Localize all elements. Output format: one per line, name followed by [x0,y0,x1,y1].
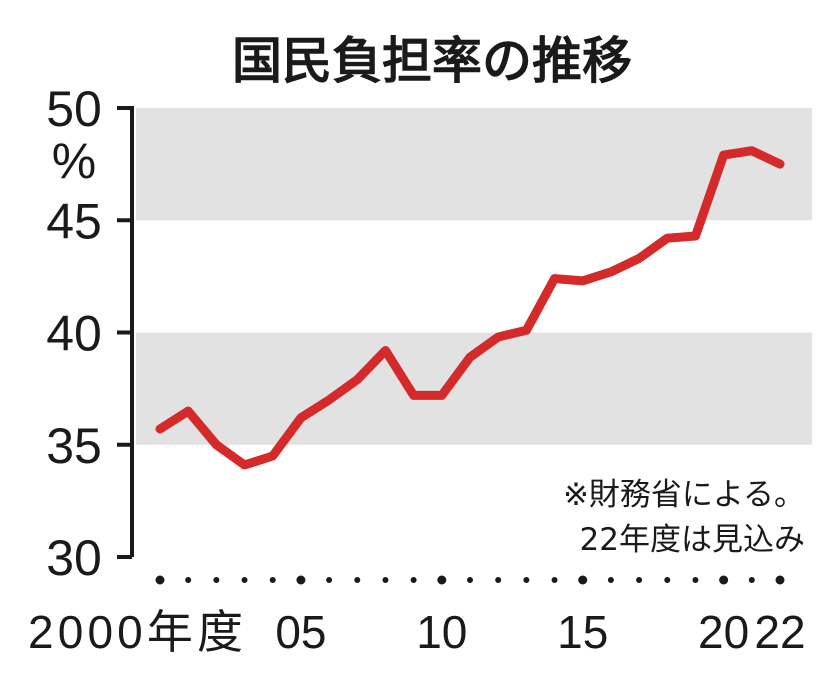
y-tick-label-45: 45 [46,193,102,249]
x-dot-2006 [326,577,333,583]
x-dot-2000 [155,575,165,585]
y-tick-label-50: 50 [46,81,102,137]
x-dot-2011 [467,577,473,583]
x-dot-2002 [213,577,220,583]
x-dot-2009 [410,577,417,583]
x-tick-label-2010: 10 [416,606,467,658]
x-tick-label-2022: 22 [754,606,805,658]
x-dot-2007 [354,577,361,583]
x-axis-dots [155,575,785,585]
x-dot-2021 [748,577,755,583]
x-dot-2015 [578,575,588,585]
x-dot-2018 [664,577,671,583]
y-tick-label-30: 30 [46,530,102,586]
x-dot-2008 [382,577,389,583]
x-tick-label-2005: 05 [275,606,326,658]
x-dot-2012 [495,577,502,583]
band-45-50 [136,108,812,221]
y-tick-label-40: 40 [46,306,102,362]
x-tick-label-2020: 20 [698,606,749,658]
x-dot-2020 [719,575,729,585]
estimate-note: 22年度は見込み [580,522,805,558]
y-tick-labels: 30 35 40 45 50 [46,81,102,586]
x-dot-2019 [692,577,699,583]
x-dot-2017 [636,577,643,583]
y-unit-label: % [52,133,96,189]
chart-title: 国民負担率の推移 [232,32,632,90]
y-tick-label-35: 35 [46,418,102,474]
x-dot-2014 [551,577,558,583]
x-dot-2013 [523,577,530,583]
series-lines [155,146,785,470]
series-line-0 [155,146,785,470]
x-dot-2003 [241,577,248,583]
x-tick-labels: 2000年度 05 10 15 20 22 [28,606,806,658]
x-dot-2010 [437,575,447,585]
x-tick-label-2015: 15 [557,606,608,658]
x-dot-2005 [296,575,306,585]
y-axis [117,106,134,559]
source-note: ※財務省による。 [563,477,805,513]
x-dot-2004 [269,577,276,583]
x-tick-label-2000: 2000年度 [28,606,243,658]
x-dot-2022 [775,575,785,585]
background-bands [136,108,812,445]
x-dot-2001 [185,577,192,583]
x-dot-2016 [607,577,614,583]
